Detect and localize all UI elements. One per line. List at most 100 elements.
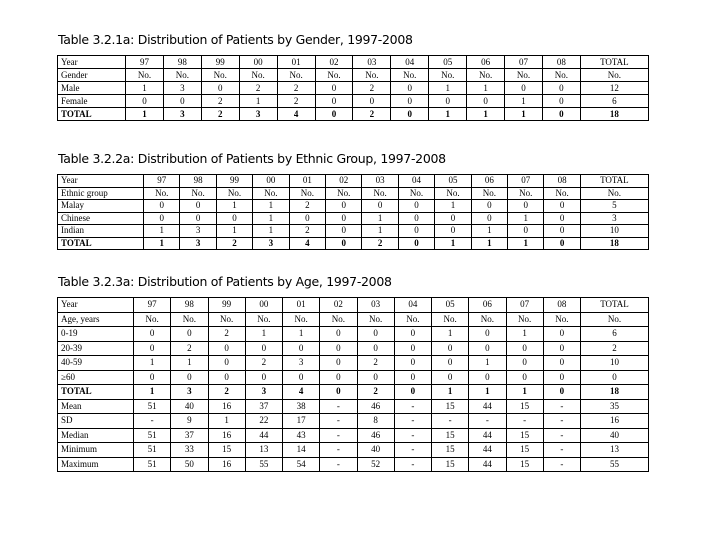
table-cell: 0 [162, 94, 202, 108]
table-cell: 1 [244, 326, 284, 342]
table-cell: 15 [505, 398, 544, 414]
table-cell: 51 [132, 427, 172, 443]
table-cell: 44 [468, 427, 507, 443]
table-cell: 0 [543, 224, 581, 238]
table-cell: 00 [252, 174, 290, 188]
table-cell: 13 [580, 442, 649, 458]
table-cell: 0 [542, 384, 582, 400]
row-label: Malay [57, 199, 144, 213]
table-cell: 1 [132, 355, 172, 371]
table-cell: 0 [542, 369, 582, 385]
table-cell: No. [162, 68, 202, 82]
table-cell: 99 [215, 174, 254, 188]
row-label: 40-59 [57, 355, 134, 371]
table-cell: 08 [542, 297, 582, 313]
table-cell: No. [200, 68, 240, 82]
table-cell: 06 [470, 174, 509, 188]
table-cell: 0 [325, 211, 363, 225]
table-cell: 2 [238, 81, 278, 95]
table-cell: 18 [580, 384, 649, 400]
table-cell: 38 [281, 398, 321, 414]
table-cell: 2 [580, 340, 649, 356]
table-cell: No. [132, 311, 172, 327]
table-cell: 44 [468, 442, 507, 458]
table-cell: 0 [319, 384, 358, 400]
table-row: Maximum 51 50 16 55 54-52-15 44 15-55 [57, 456, 649, 472]
table-row: 20-39 0 2 0 0 0 0 0 0 0 0 0 0 2 [57, 340, 649, 356]
table-cell: No. [541, 68, 581, 82]
table-cell: 0 [397, 224, 436, 238]
table-cell: 07 [505, 297, 544, 313]
table-cell: - [393, 427, 433, 443]
table-cell: 37 [170, 427, 209, 443]
table-cell: No. [361, 186, 399, 200]
table-row: ≥60 0 0 0 0 0 0 0 0 0 0 0 0 0 [57, 369, 649, 385]
table-cell: 0 [319, 369, 358, 385]
table-cell: 0 [356, 326, 395, 342]
table-cell: 2 [244, 355, 284, 371]
table-cell: 15 [505, 442, 544, 458]
table-cell: 07 [507, 174, 545, 188]
row-label: Ethnic group [57, 186, 144, 200]
table-cell: 0 [325, 224, 363, 238]
table-cell: 18 [579, 107, 649, 121]
row-label: Gender [57, 68, 126, 82]
table-cell: 0 [281, 369, 321, 385]
table-cell: 3 [281, 355, 321, 371]
table-cell: 2 [361, 236, 399, 250]
table-cell: 1 [252, 199, 290, 213]
table-cell: No. [288, 186, 327, 200]
table-cell: 0 [207, 340, 246, 356]
table-cell: 1 [215, 224, 254, 238]
row-label: SD [57, 413, 134, 429]
table-cell: 51 [132, 398, 172, 414]
table-cell: 46 [356, 427, 395, 443]
table-cell: 0 [397, 211, 436, 225]
table-cell: 1 [132, 384, 172, 400]
table-cell: 0 [142, 199, 181, 213]
table-row: SD -9 1 22 17-8- - - - -16 [57, 413, 649, 429]
table-cell: 15 [430, 456, 470, 472]
table-row: 40-59 1 1 0 2 3 0 2 0 0 1 0 0 10 [57, 355, 649, 371]
table-cell: 0 [393, 384, 433, 400]
table-cell: TOTAL [579, 174, 649, 188]
table-cell: No. [434, 186, 472, 200]
table-cell: 0 [390, 107, 430, 121]
table-row: 0-19 0 0 2 1 1 0 0 0 1 0 1 0 6 [57, 326, 649, 342]
table-cell: - [132, 413, 172, 429]
table-cell: 0 [215, 211, 254, 225]
table-cell: No. [393, 311, 433, 327]
table-cell: 0 [580, 369, 649, 385]
table-cell: 2 [276, 94, 316, 108]
table-cell: 0 [504, 81, 543, 95]
table-cell: 52 [356, 456, 395, 472]
table-cell: 97 [132, 297, 172, 313]
table-row: TOTAL 1 3 2 3 4 0 2 0 1 1 1 0 18 [57, 384, 649, 400]
table-cell: No. [325, 186, 363, 200]
table-cell: 1 [470, 236, 509, 250]
table-cell: 1 [281, 326, 321, 342]
table-cell: 97 [125, 55, 164, 69]
table-cell: 00 [238, 55, 278, 69]
table-cell: 98 [162, 55, 202, 69]
table-row: TOTAL 1 3 2 3 4 0 2 0 1 1 1 0 18 [57, 107, 649, 121]
table-cell: 0 [434, 211, 472, 225]
table-row: Malay 0 0 1 1 2 0 0 0 1 0 0 0 5 [57, 199, 649, 213]
table-title-gender: Table 3.2.1a: Distribution of Patients b… [58, 32, 413, 47]
table-cell: No. [466, 68, 506, 82]
table-cell: 2 [356, 384, 395, 400]
table-cell: 0 [397, 199, 436, 213]
row-label: Maximum [57, 456, 134, 472]
table-cell: 1 [430, 384, 470, 400]
table-cell: No. [207, 311, 246, 327]
table-cell: 97 [142, 174, 181, 188]
row-label: Chinese [57, 211, 144, 225]
table-cell: 0 [125, 94, 164, 108]
table-cell: No. [244, 311, 284, 327]
table-cell: - [542, 398, 582, 414]
table-cell: 2 [288, 224, 327, 238]
row-label: 0-19 [57, 326, 134, 342]
table-cell: No. [142, 186, 181, 200]
table-cell: 2 [170, 340, 209, 356]
table-cell: 54 [281, 456, 321, 472]
